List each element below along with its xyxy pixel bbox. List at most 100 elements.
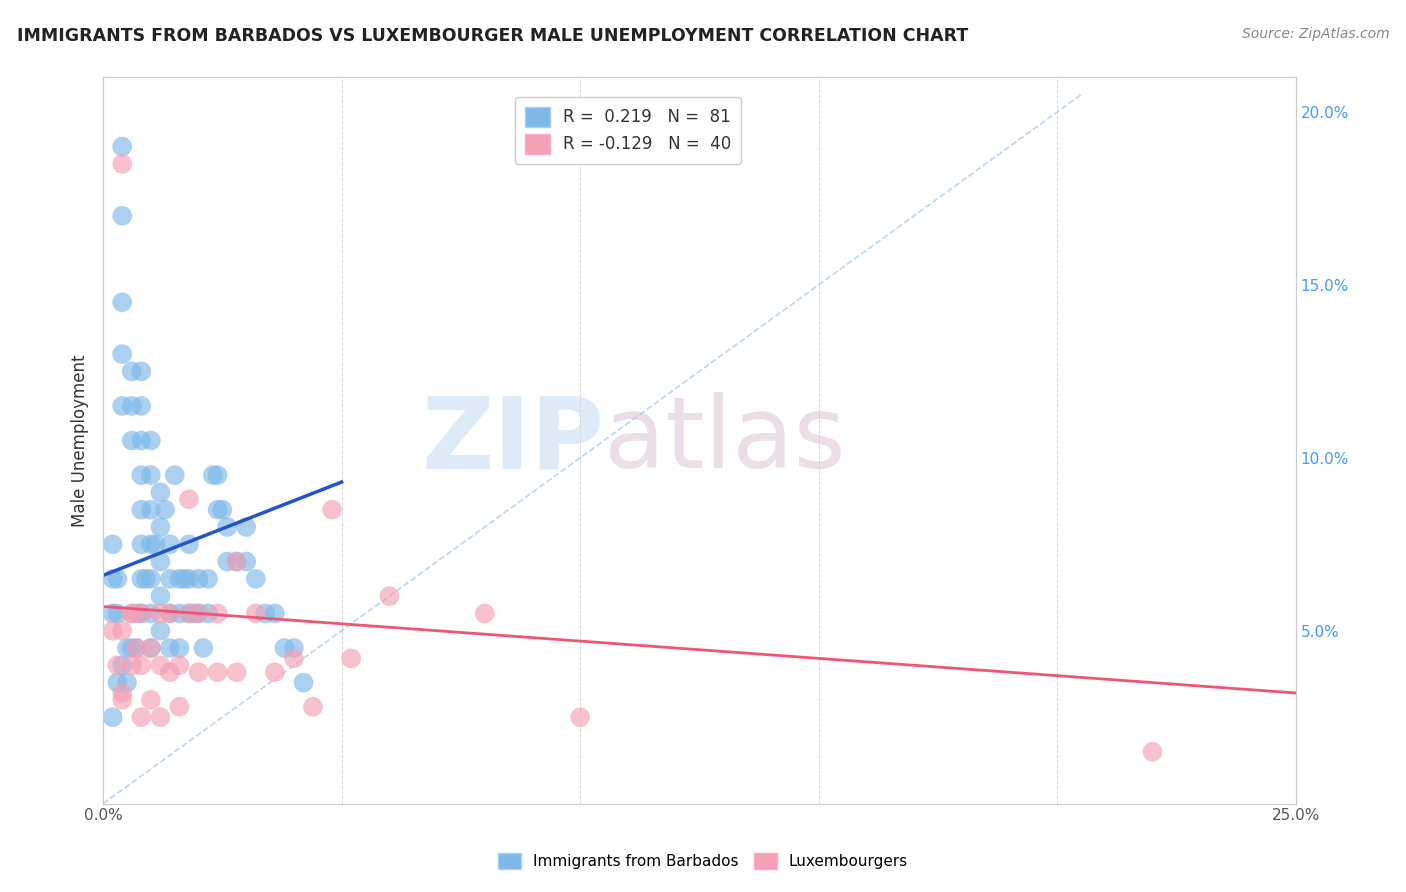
Point xyxy=(111,347,134,361)
Point xyxy=(201,468,224,483)
Point xyxy=(378,589,401,603)
Legend: R =  0.219   N =  81, R = -0.129   N =  40: R = 0.219 N = 81, R = -0.129 N = 40 xyxy=(515,96,741,164)
Point xyxy=(263,665,285,680)
Point xyxy=(169,607,191,621)
Point xyxy=(129,502,152,516)
Point xyxy=(107,658,129,673)
Point xyxy=(111,399,134,413)
Point xyxy=(197,572,219,586)
Point xyxy=(173,572,195,586)
Point xyxy=(217,520,239,534)
Point xyxy=(197,607,219,621)
Point xyxy=(292,675,315,690)
Point xyxy=(177,572,200,586)
Point xyxy=(187,665,209,680)
Point xyxy=(111,658,134,673)
Point xyxy=(139,572,162,586)
Point xyxy=(111,693,134,707)
Point xyxy=(225,555,247,569)
Point xyxy=(149,485,172,500)
Point xyxy=(187,607,209,621)
Point xyxy=(149,607,172,621)
Point xyxy=(169,699,191,714)
Point xyxy=(139,537,162,551)
Point xyxy=(121,364,143,378)
Point xyxy=(121,434,143,448)
Point xyxy=(217,555,239,569)
Point xyxy=(254,607,277,621)
Point xyxy=(149,520,172,534)
Point xyxy=(207,665,229,680)
Text: Source: ZipAtlas.com: Source: ZipAtlas.com xyxy=(1241,27,1389,41)
Point xyxy=(225,665,247,680)
Point xyxy=(101,537,124,551)
Point xyxy=(139,640,162,655)
Point xyxy=(263,607,285,621)
Point xyxy=(111,157,134,171)
Point xyxy=(163,468,186,483)
Point xyxy=(177,607,200,621)
Point xyxy=(207,502,229,516)
Point xyxy=(177,537,200,551)
Point xyxy=(187,607,209,621)
Point xyxy=(139,434,162,448)
Point xyxy=(139,468,162,483)
Point xyxy=(159,665,181,680)
Point xyxy=(129,607,152,621)
Point xyxy=(129,658,152,673)
Point xyxy=(169,658,191,673)
Point xyxy=(107,572,129,586)
Point xyxy=(149,555,172,569)
Point xyxy=(159,640,181,655)
Point xyxy=(121,640,143,655)
Point xyxy=(121,607,143,621)
Point xyxy=(139,502,162,516)
Point xyxy=(193,640,215,655)
Point xyxy=(235,555,257,569)
Point xyxy=(107,675,129,690)
Point xyxy=(101,607,124,621)
Point xyxy=(111,139,134,153)
Point xyxy=(101,624,124,638)
Point xyxy=(139,607,162,621)
Point xyxy=(474,607,496,621)
Point xyxy=(129,434,152,448)
Point xyxy=(207,607,229,621)
Point xyxy=(177,607,200,621)
Point xyxy=(169,640,191,655)
Point xyxy=(159,607,181,621)
Point xyxy=(111,295,134,310)
Point xyxy=(129,364,152,378)
Point xyxy=(569,710,592,724)
Point xyxy=(187,572,209,586)
Y-axis label: Male Unemployment: Male Unemployment xyxy=(72,354,89,527)
Point xyxy=(177,492,200,507)
Point xyxy=(121,658,143,673)
Point xyxy=(321,502,343,516)
Point xyxy=(115,675,138,690)
Point xyxy=(340,651,363,665)
Point xyxy=(159,607,181,621)
Point xyxy=(139,693,162,707)
Point xyxy=(145,537,167,551)
Point xyxy=(129,710,152,724)
Point xyxy=(129,468,152,483)
Point xyxy=(125,607,148,621)
Text: IMMIGRANTS FROM BARBADOS VS LUXEMBOURGER MALE UNEMPLOYMENT CORRELATION CHART: IMMIGRANTS FROM BARBADOS VS LUXEMBOURGER… xyxy=(17,27,969,45)
Legend: Immigrants from Barbados, Luxembourgers: Immigrants from Barbados, Luxembourgers xyxy=(492,847,914,875)
Point xyxy=(211,502,233,516)
Point xyxy=(1142,745,1164,759)
Point xyxy=(153,502,176,516)
Point xyxy=(111,209,134,223)
Point xyxy=(129,399,152,413)
Point xyxy=(245,607,267,621)
Point xyxy=(302,699,325,714)
Point xyxy=(121,399,143,413)
Point xyxy=(245,572,267,586)
Point xyxy=(283,640,305,655)
Point xyxy=(129,537,152,551)
Point xyxy=(169,572,191,586)
Point xyxy=(273,640,295,655)
Point xyxy=(159,572,181,586)
Point xyxy=(149,658,172,673)
